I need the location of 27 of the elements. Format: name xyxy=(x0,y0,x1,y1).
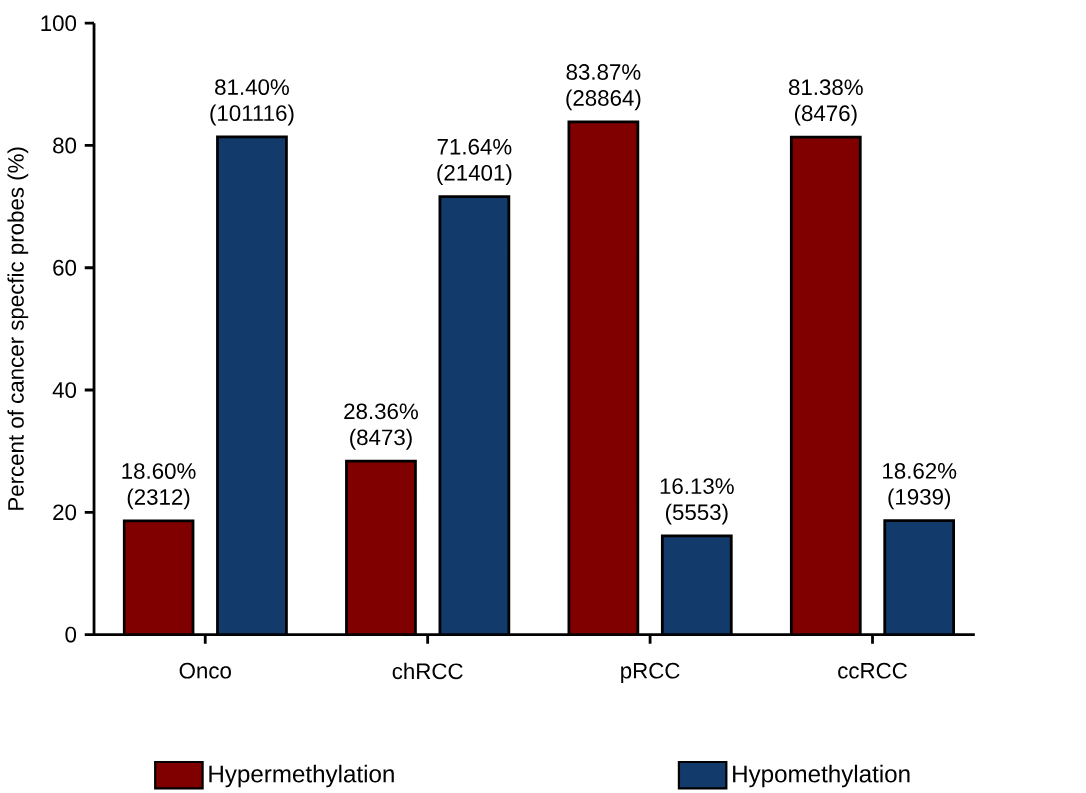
data-label: 81.38% (8476) xyxy=(788,79,863,126)
y-tick-label: 40 xyxy=(52,382,77,398)
data-label: 71.64% (21401) xyxy=(437,138,512,185)
bar xyxy=(568,121,638,635)
data-label: 16.13% (5553) xyxy=(660,478,734,525)
bar xyxy=(217,136,287,635)
y-tick-label: 80 xyxy=(53,137,77,154)
data-label: 18.62% (1939) xyxy=(883,462,957,510)
y-tick-label: 100 xyxy=(41,15,77,32)
legend-label: Hypermethylation xyxy=(209,764,394,788)
x-tick-label: ccRCC xyxy=(838,662,907,679)
bar xyxy=(439,196,509,635)
y-axis-title: Percent of cancer specfic probes (%) xyxy=(7,147,29,510)
x-tick-label: chRCC xyxy=(392,662,463,680)
data-label: 18.60% (2312) xyxy=(122,463,196,510)
data-label: 28.36% (8473) xyxy=(344,403,418,450)
y-tick-label: 20 xyxy=(53,504,77,521)
data-label: 83.87% (28864) xyxy=(566,64,641,111)
data-label: 81.40% (101116) xyxy=(210,79,294,126)
y-tick-label: 60 xyxy=(53,259,77,276)
bar xyxy=(124,520,194,635)
legend-label: Hypomethylation xyxy=(733,764,910,788)
y-tick-label: 0 xyxy=(65,626,77,643)
x-tick-label: pRCC xyxy=(621,662,680,683)
x-tick-label: Onco xyxy=(179,662,231,679)
bar xyxy=(346,461,416,635)
bar xyxy=(662,535,732,635)
